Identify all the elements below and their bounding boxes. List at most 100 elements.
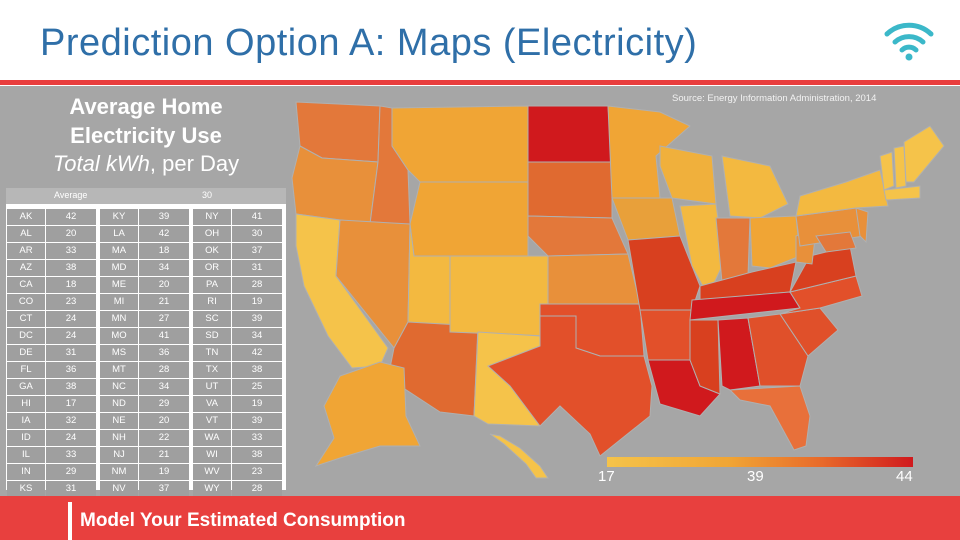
state-abbrev-cell: DE <box>7 345 45 361</box>
state-value-cell: 24 <box>46 328 96 344</box>
state-il <box>679 203 725 298</box>
heading-line2: Electricity Use <box>70 123 222 148</box>
state-value-cell: 31 <box>46 345 96 361</box>
state-abbrev-cell: MD <box>100 260 138 276</box>
state-mo <box>627 235 701 311</box>
table-row: WV 23 <box>193 464 285 480</box>
state-value-cell: 36 <box>46 362 96 378</box>
state-mt <box>391 105 529 183</box>
state-value-cell: 20 <box>139 277 189 293</box>
state-fl <box>728 385 811 451</box>
state-abbrev-cell: WA <box>193 430 231 446</box>
state-abbrev-cell: NV <box>100 481 138 497</box>
state-co <box>449 255 549 337</box>
table-row: SD 34 <box>193 328 285 344</box>
table-row: NH 22 <box>100 430 192 446</box>
state-abbrev-cell: NE <box>100 413 138 429</box>
table-row: LA 42 <box>100 226 192 242</box>
state-value-cell: 33 <box>46 243 96 259</box>
state-nh <box>893 145 907 189</box>
table-row: TN 42 <box>193 345 285 361</box>
state-value-cell: 24 <box>46 430 96 446</box>
legend-mid: 39 <box>747 468 764 485</box>
state-ia <box>611 197 681 241</box>
state-tx <box>487 315 653 457</box>
state-value-cell: 38 <box>46 260 96 276</box>
state-abbrev-cell: NY <box>193 209 231 225</box>
state-ga <box>747 313 809 387</box>
state-value-cell: 24 <box>46 311 96 327</box>
state-abbrev-cell: CA <box>7 277 45 293</box>
table-row: AL 20 <box>7 226 99 242</box>
table-row: OK 37 <box>193 243 285 259</box>
state-value-cell: 38 <box>232 362 282 378</box>
table-column: KY 39 LA 42 MA 18 MD 34 ME 20 MI 21 MN 27 MO 41 MS 36 MT 28… <box>100 209 192 498</box>
state-ks <box>547 253 641 305</box>
table-row: ME 20 <box>100 277 192 293</box>
state-value-cell: 18 <box>46 277 96 293</box>
state-value-cell: 33 <box>46 447 96 463</box>
table-header: Average 30 <box>6 188 286 205</box>
table-row: UT 25 <box>193 379 285 395</box>
footer-text: Model Your Estimated Consumption <box>80 510 406 531</box>
state-value-cell: 29 <box>46 464 96 480</box>
state-oh <box>749 215 801 269</box>
table-row: AR 33 <box>7 243 99 259</box>
state-data-table: Average 30 AK 42 AL 20 AR 33 AZ 38 CA 18 CO 23 CT 24 D… <box>6 188 286 497</box>
state-abbrev-cell: TN <box>193 345 231 361</box>
table-header-label: Average <box>54 190 88 200</box>
state-abbrev-cell: HI <box>7 396 45 412</box>
state-ak <box>314 361 421 467</box>
state-value-cell: 41 <box>232 209 282 225</box>
state-abbrev-cell: NM <box>100 464 138 480</box>
state-nd <box>527 105 613 163</box>
state-abbrev-cell: WY <box>193 481 231 497</box>
state-value-cell: 21 <box>139 447 189 463</box>
state-value-cell: 32 <box>46 413 96 429</box>
state-abbrev-cell: KS <box>7 481 45 497</box>
state-al <box>717 317 761 391</box>
table-row: DC 24 <box>7 328 99 344</box>
table-row: WY 28 <box>193 481 285 497</box>
table-row: RI 19 <box>193 294 285 310</box>
state-value-cell: 42 <box>139 226 189 242</box>
state-abbrev-cell: NH <box>100 430 138 446</box>
state-value-cell: 38 <box>46 379 96 395</box>
table-row: FL 36 <box>7 362 99 378</box>
state-value-cell: 34 <box>232 328 282 344</box>
state-abbrev-cell: MA <box>100 243 138 259</box>
table-row: NJ 21 <box>100 447 192 463</box>
table-row: OH 30 <box>193 226 285 242</box>
table-row: VT 39 <box>193 413 285 429</box>
table-row: MA 18 <box>100 243 192 259</box>
state-value-cell: 20 <box>46 226 96 242</box>
state-abbrev-cell: ID <box>7 430 45 446</box>
state-abbrev-cell: WV <box>193 464 231 480</box>
footer-divider <box>68 502 72 540</box>
state-abbrev-cell: MO <box>100 328 138 344</box>
state-abbrev-cell: NJ <box>100 447 138 463</box>
state-value-cell: 25 <box>232 379 282 395</box>
state-hi <box>489 433 549 479</box>
state-abbrev-cell: TX <box>193 362 231 378</box>
us-electricity-map <box>291 101 945 479</box>
state-value-cell: 17 <box>46 396 96 412</box>
state-abbrev-cell: CT <box>7 311 45 327</box>
state-abbrev-cell: AZ <box>7 260 45 276</box>
state-wy <box>409 181 529 257</box>
state-value-cell: 36 <box>139 345 189 361</box>
state-value-cell: 28 <box>232 277 282 293</box>
state-abbrev-cell: AK <box>7 209 45 225</box>
state-value-cell: 37 <box>232 243 282 259</box>
table-row: MS 36 <box>100 345 192 361</box>
state-value-cell: 19 <box>232 396 282 412</box>
state-value-cell: 41 <box>139 328 189 344</box>
title-divider <box>0 80 960 85</box>
state-value-cell: 33 <box>232 430 282 446</box>
state-abbrev-cell: AL <box>7 226 45 242</box>
state-ma <box>883 185 921 201</box>
state-abbrev-cell: PA <box>193 277 231 293</box>
table-row: IN 29 <box>7 464 99 480</box>
table-row: NE 20 <box>100 413 192 429</box>
legend-min: 17 <box>598 468 615 485</box>
